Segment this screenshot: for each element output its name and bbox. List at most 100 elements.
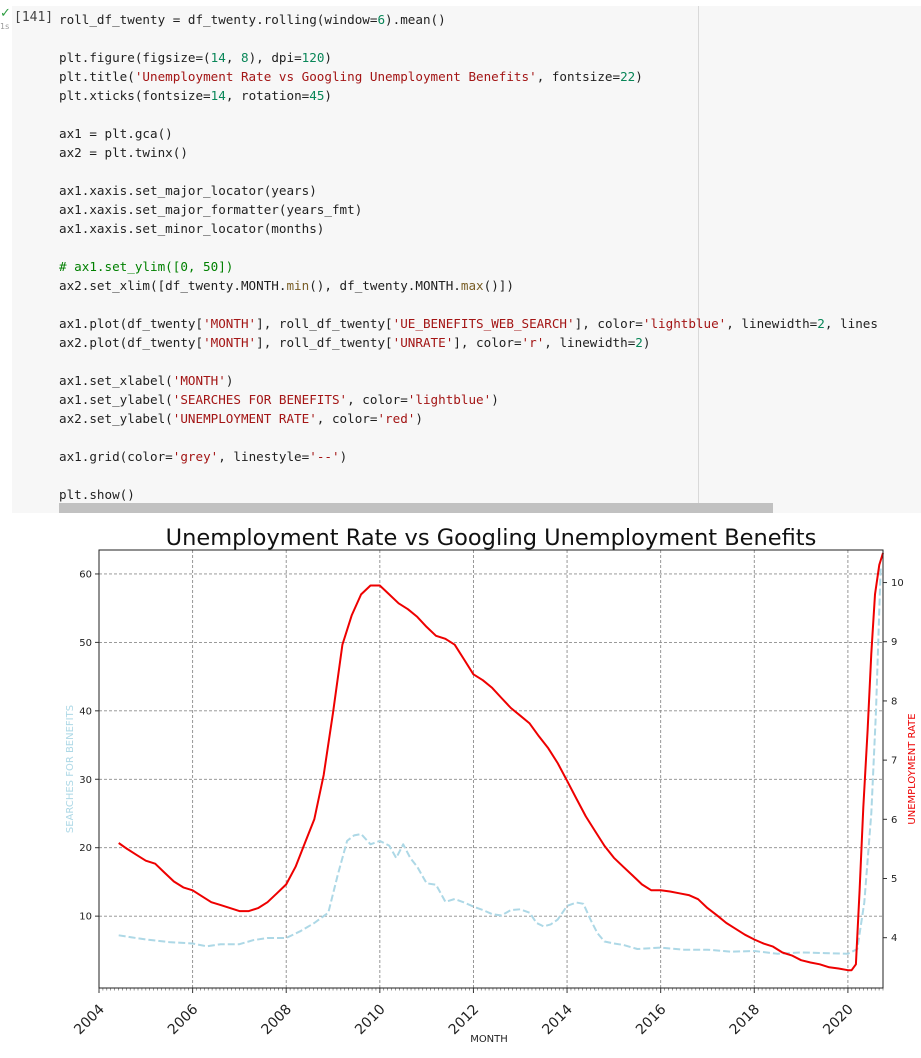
code-token: ) — [225, 373, 234, 388]
code-token: 'lightblue' — [642, 316, 727, 331]
code-token: , color= — [316, 411, 378, 426]
y-tick-label-left: 50 — [79, 638, 92, 649]
code-line — [59, 105, 878, 124]
y-tick-label-right: 4 — [891, 933, 897, 944]
code-line: plt.show() — [59, 485, 878, 504]
code-line — [59, 238, 878, 257]
y-tick-label-left: 20 — [79, 843, 92, 854]
code-line: ax2 = plt.twinx() — [59, 143, 878, 162]
exec-time: 1s — [0, 22, 10, 31]
code-cell[interactable]: ✓ 1s [141] roll_df_twenty = df_twenty.ro… — [0, 0, 921, 513]
y-axis-label-right: UNEMPLOYMENT RATE — [907, 713, 918, 824]
code-token: 8 — [241, 50, 249, 65]
code-token: 22 — [620, 69, 636, 84]
x-tick-label: 2004 — [71, 1001, 108, 1038]
x-tick-label: 2010 — [352, 1002, 389, 1039]
x-tick-label: 2006 — [165, 1001, 202, 1038]
code-token: plt.title( — [59, 69, 135, 84]
code-token: ax1 = plt.gca() — [59, 126, 173, 141]
code-token: ], color= — [453, 335, 522, 350]
code-token: 45 — [309, 88, 325, 103]
output-figure: Unemployment Rate vs Googling Unemployme… — [0, 513, 921, 1054]
code-token: ], roll_df_twenty[ — [256, 316, 393, 331]
code-token: , rotation= — [225, 88, 310, 103]
y-tick-label-right: 10 — [891, 578, 904, 589]
code-token: ) — [635, 69, 643, 84]
code-token: 'lightblue' — [407, 392, 492, 407]
code-line: # ax1.set_ylim([0, 50]) — [59, 257, 878, 276]
code-token: , linestyle= — [218, 449, 310, 464]
y-tick-label-right: 8 — [891, 696, 897, 707]
code-token: ) — [339, 449, 348, 464]
code-token: 14 — [210, 50, 226, 65]
y-axis-label-left: SEARCHES FOR BENEFITS — [65, 705, 76, 833]
code-token: , fontsize= — [536, 69, 621, 84]
check-icon: ✓ — [0, 6, 11, 21]
code-line — [59, 29, 878, 48]
code-token: 'MONTH' — [203, 335, 257, 350]
code-line: ax1.xaxis.set_major_locator(years) — [59, 181, 878, 200]
code-token: , linewidth= — [726, 316, 818, 331]
code-line: ax1.plot(df_twenty['MONTH'], roll_df_twe… — [59, 314, 878, 333]
code-token: 2 — [817, 316, 825, 331]
x-tick-label: 2014 — [539, 1001, 576, 1038]
horizontal-scrollbar[interactable] — [59, 503, 773, 513]
code-token: ax2.set_xlim([df_twenty.MONTH. — [59, 278, 287, 293]
code-token: # ax1.set_ylim([0, 50]) — [59, 259, 234, 274]
x-tick-label: 2012 — [446, 1002, 483, 1039]
code-token: ax1.plot(df_twenty[ — [59, 316, 204, 331]
x-tick-label: 2020 — [820, 1002, 857, 1039]
code-token: 6 — [377, 12, 386, 27]
code-line: ax1.grid(color='grey', linestyle='--') — [59, 447, 878, 466]
code-line: ax1.set_ylabel('SEARCHES FOR BENEFITS', … — [59, 390, 878, 409]
code-token: ax1.xaxis.set_major_locator(years) — [59, 183, 317, 198]
code-line — [59, 466, 878, 485]
code-token: 'UE_BENEFITS_WEB_SEARCH' — [392, 316, 575, 331]
y-tick-label-right: 7 — [891, 756, 897, 767]
code-token: ], color= — [574, 316, 643, 331]
code-token: 'UNEMPLOYMENT RATE' — [172, 411, 317, 426]
code-editor[interactable] — [12, 6, 921, 513]
code-token: '--' — [309, 449, 340, 464]
code-token: min — [286, 278, 310, 293]
chart: Unemployment Rate vs Googling Unemployme… — [65, 525, 918, 1045]
code-line: ax2.set_xlim([df_twenty.MONTH.min(), df_… — [59, 276, 878, 295]
code-line: ax1.set_xlabel('MONTH') — [59, 371, 878, 390]
code-token: 'SEARCHES FOR BENEFITS' — [172, 392, 348, 407]
x-tick-label: 2018 — [727, 1002, 764, 1039]
code-token: ) — [642, 335, 651, 350]
code-token: ) — [324, 88, 332, 103]
series-line-searches — [118, 567, 882, 955]
code-token: plt.xticks(fontsize= — [59, 88, 211, 103]
series-line-unemployment — [118, 552, 884, 972]
code-line: ax1 = plt.gca() — [59, 124, 878, 143]
code-token: 'grey' — [172, 449, 219, 464]
code-token: 'r' — [521, 335, 545, 350]
code-line: ax1.xaxis.set_major_formatter(years_fmt) — [59, 200, 878, 219]
code-token: , lines — [824, 316, 878, 331]
code-token: (), df_twenty.MONTH. — [309, 278, 461, 293]
code-token: ) — [491, 392, 499, 407]
code-token: ), dpi= — [248, 50, 302, 65]
x-tick-label: 2016 — [633, 1001, 670, 1038]
code-token: ax2.plot(df_twenty[ — [59, 335, 204, 350]
y-tick-label-left: 10 — [79, 912, 92, 923]
code-line — [59, 295, 878, 314]
code-token: 120 — [301, 50, 325, 65]
code-line: roll_df_twenty = df_twenty.rolling(windo… — [59, 10, 878, 29]
code-token: 'Unemployment Rate vs Googling Unemploym… — [134, 69, 537, 84]
y-tick-label-left: 30 — [79, 775, 92, 786]
code-token: plt.show() — [59, 487, 135, 502]
code-token: 'MONTH' — [172, 373, 226, 388]
code-token: ax1.set_xlabel( — [59, 373, 173, 388]
code-token: 2 — [635, 335, 643, 350]
code-token: ax1.grid(color= — [59, 449, 173, 464]
code-line: plt.title('Unemployment Rate vs Googling… — [59, 67, 878, 86]
code-token: ax2 = plt.twinx() — [59, 145, 188, 160]
code-line: plt.xticks(fontsize=14, rotation=45) — [59, 86, 878, 105]
y-tick-label-left: 60 — [79, 569, 92, 580]
y-tick-label-right: 9 — [891, 637, 897, 648]
code-text[interactable]: roll_df_twenty = df_twenty.rolling(windo… — [59, 10, 878, 504]
code-line: plt.figure(figsize=(14, 8), dpi=120) — [59, 48, 878, 67]
code-token: ()]) — [483, 278, 514, 293]
